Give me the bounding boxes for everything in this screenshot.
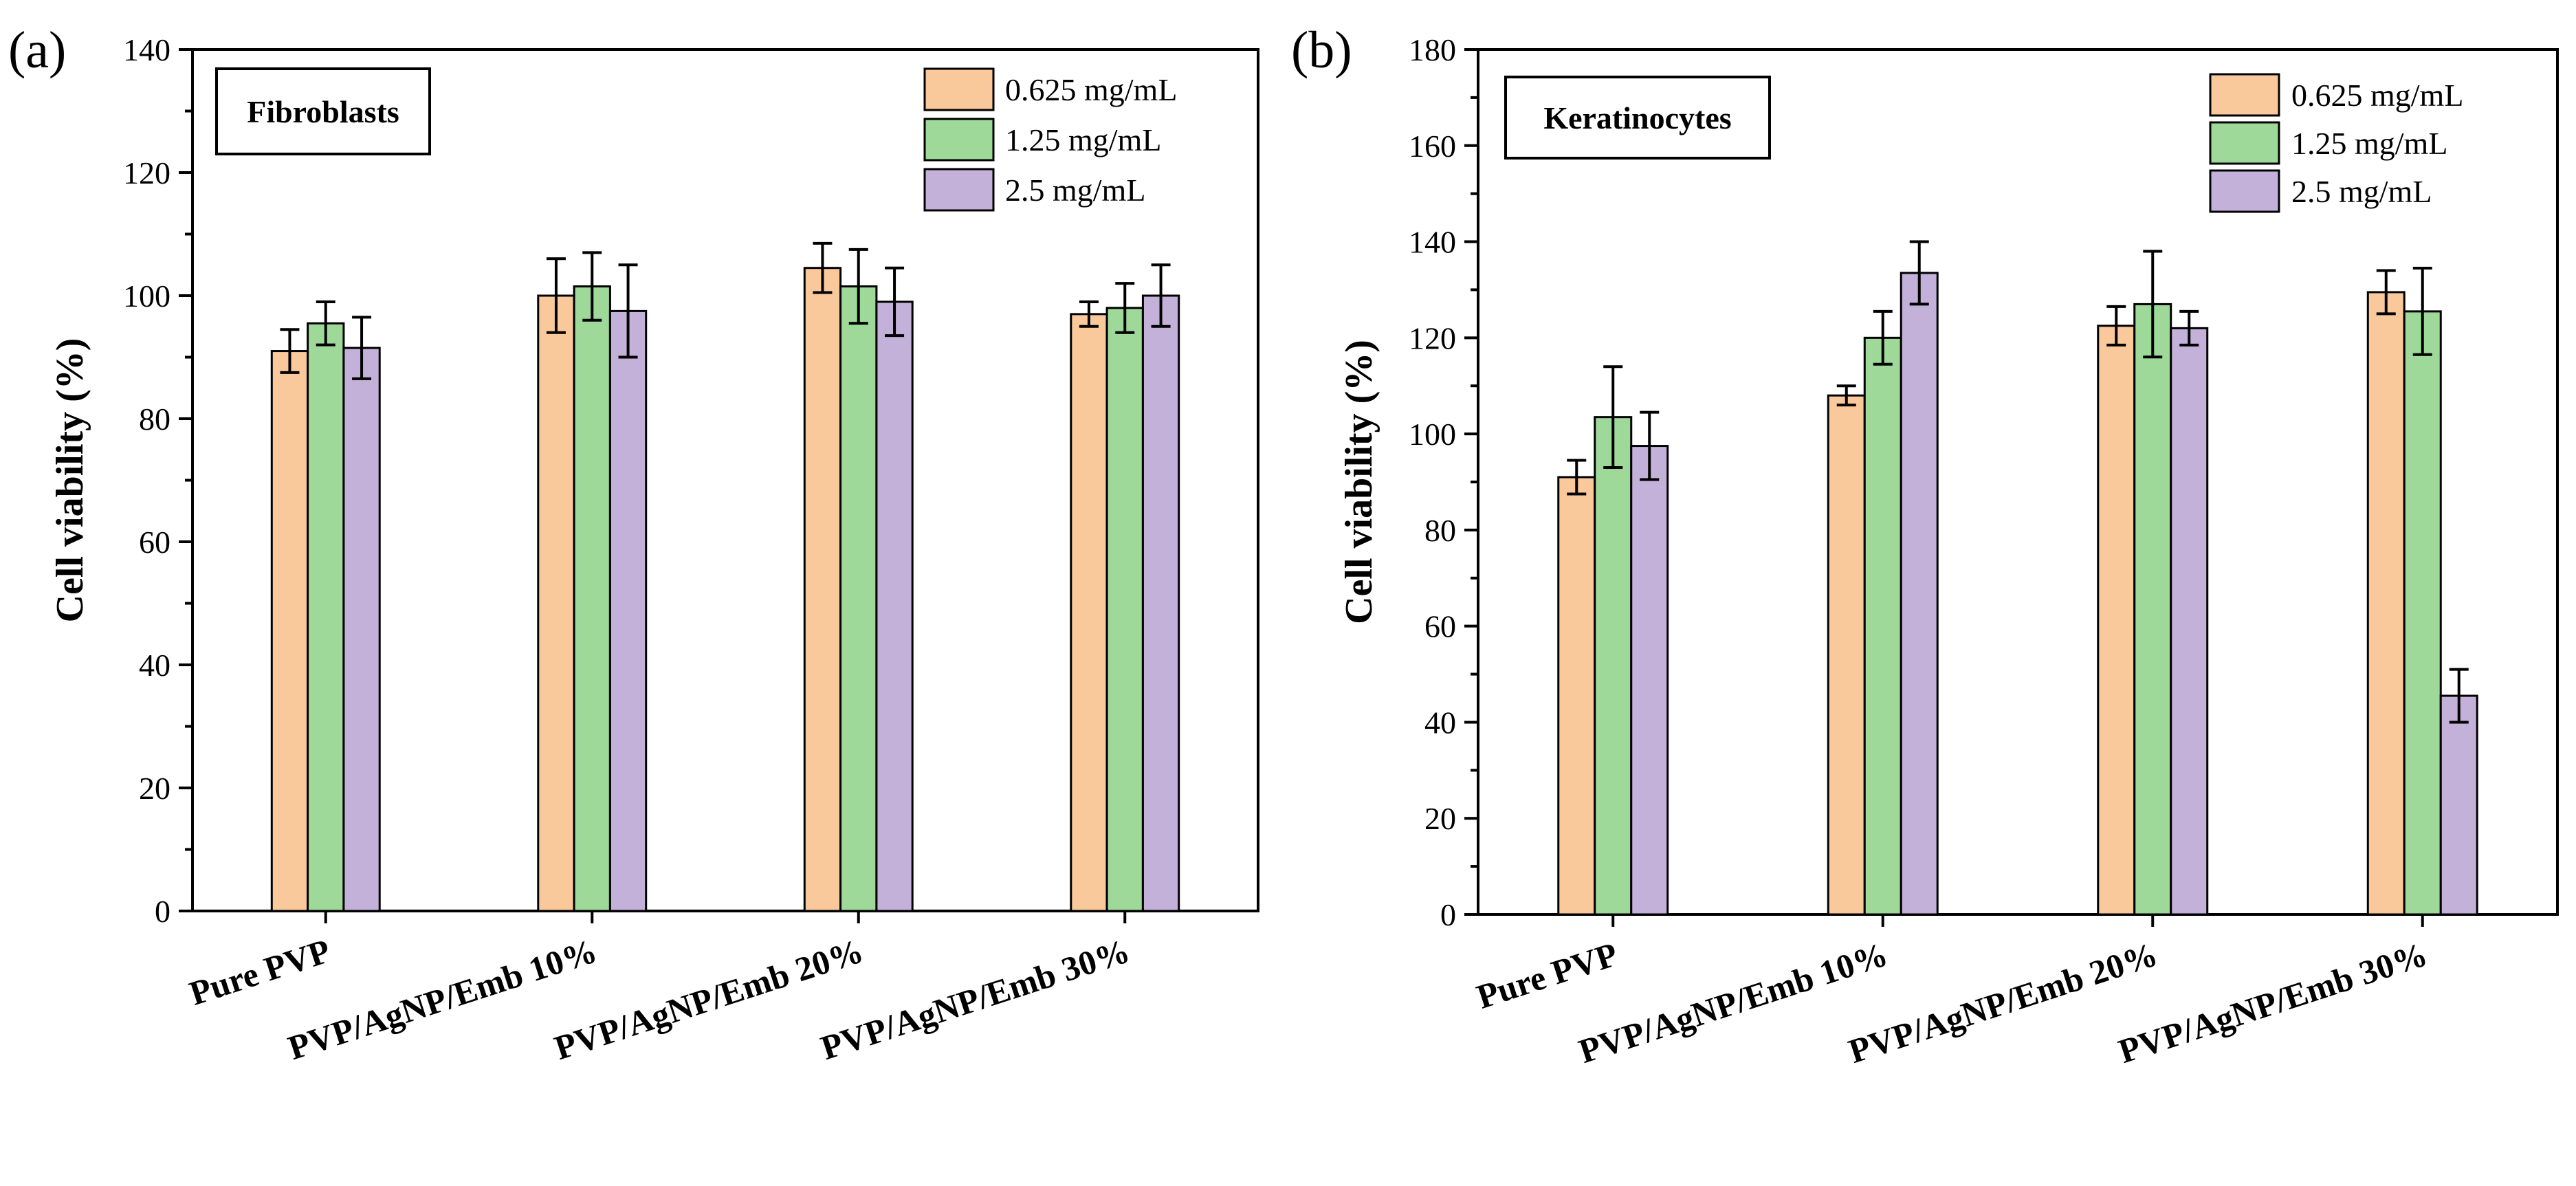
chart-panel-1: (a) 0 20 40 60 80 100 120 140 Cell viability (%) P… [8, 21, 1259, 1067]
bar [2366, 291, 2406, 916]
y-tick-label: 20 [1424, 801, 1456, 836]
legend-label: 1.25 mg/mL [2291, 126, 2447, 161]
y-tick-label: 80 [1424, 513, 1456, 548]
bar [1630, 445, 1669, 916]
bar [270, 350, 309, 912]
bar [1557, 476, 1596, 916]
legend-swatch [923, 168, 995, 212]
bar [1594, 416, 1633, 916]
y-tick-label: 100 [1409, 417, 1456, 452]
y-tick-label: 40 [1424, 705, 1456, 740]
y-tick-label: 20 [139, 771, 170, 806]
bar [2170, 327, 2209, 916]
bar [875, 300, 914, 912]
y-tick-label: 60 [139, 525, 170, 560]
y-tick-label: 120 [123, 155, 170, 190]
y-tick-label: 40 [139, 648, 170, 683]
chart-panel-2: (b) 0 20 40 60 80 100 120 140 160 180 Cell viabilit… [1291, 21, 2559, 1070]
bar [1141, 294, 1180, 912]
bar [573, 285, 611, 912]
x-category-label: PVP/AgNP/Emb 10% [1574, 934, 1892, 1070]
bar [1105, 307, 1144, 912]
bar [342, 347, 381, 912]
bar [1827, 394, 1866, 916]
bar [1900, 272, 1939, 916]
bar [2133, 303, 2172, 916]
legend-label: 0.625 mg/mL [1005, 72, 1177, 107]
legend-label: 2.5 mg/mL [1005, 173, 1145, 208]
x-category-label: PVP/AgNP/Emb 10% [283, 931, 601, 1067]
bar [803, 267, 842, 912]
bar [608, 309, 648, 912]
y-axis-label: Cell viability (%) [1338, 340, 1380, 624]
bar [307, 322, 345, 912]
x-category-label: Pure PVP [185, 931, 335, 1013]
cell-type-title: Keratinocytes [1543, 100, 1731, 135]
cell-type-title: Fibroblasts [247, 94, 399, 129]
y-tick-label: 180 [1409, 32, 1456, 67]
legend-label: 2.5 mg/mL [2291, 174, 2432, 209]
y-tick-label: 140 [1409, 225, 1456, 260]
y-tick-label: 80 [139, 402, 170, 437]
legend-swatch [2209, 169, 2280, 213]
legend-swatch [923, 118, 995, 162]
x-category-label: PVP/AgNP/Emb 20% [550, 931, 868, 1067]
y-tick-label: 120 [1409, 320, 1456, 355]
y-tick-label: 0 [1440, 897, 1456, 932]
y-tick-label: 100 [123, 278, 170, 314]
legend-label: 1.25 mg/mL [1005, 122, 1161, 157]
bar [839, 285, 878, 912]
y-tick-label: 140 [123, 32, 170, 67]
y-tick-label: 160 [1409, 129, 1456, 164]
legend-swatch [923, 67, 995, 111]
legend-label: 0.625 mg/mL [2291, 78, 2463, 113]
bar [1070, 313, 1108, 912]
legend-swatch [2209, 121, 2280, 165]
panel-label: (a) [8, 21, 66, 79]
x-category-label: Pure PVP [1472, 934, 1622, 1016]
cell-type-box [1504, 76, 1771, 160]
bar [2403, 310, 2442, 916]
bar [1863, 336, 1902, 916]
y-axis-label: Cell viability (%) [49, 338, 91, 623]
panel-label: (b) [1291, 21, 1352, 79]
y-tick-label: 60 [1424, 609, 1456, 644]
x-category-label: PVP/AgNP/Emb 30% [816, 931, 1134, 1067]
y-tick-label: 0 [155, 894, 170, 929]
bar [537, 294, 575, 912]
x-category-label: PVP/AgNP/Emb 20% [1844, 934, 2161, 1070]
bar [2097, 325, 2136, 916]
bar [2439, 694, 2478, 916]
legend-swatch [2209, 73, 2280, 117]
x-category-label: PVP/AgNP/Emb 30% [2114, 934, 2432, 1070]
cell-type-box [215, 67, 431, 155]
